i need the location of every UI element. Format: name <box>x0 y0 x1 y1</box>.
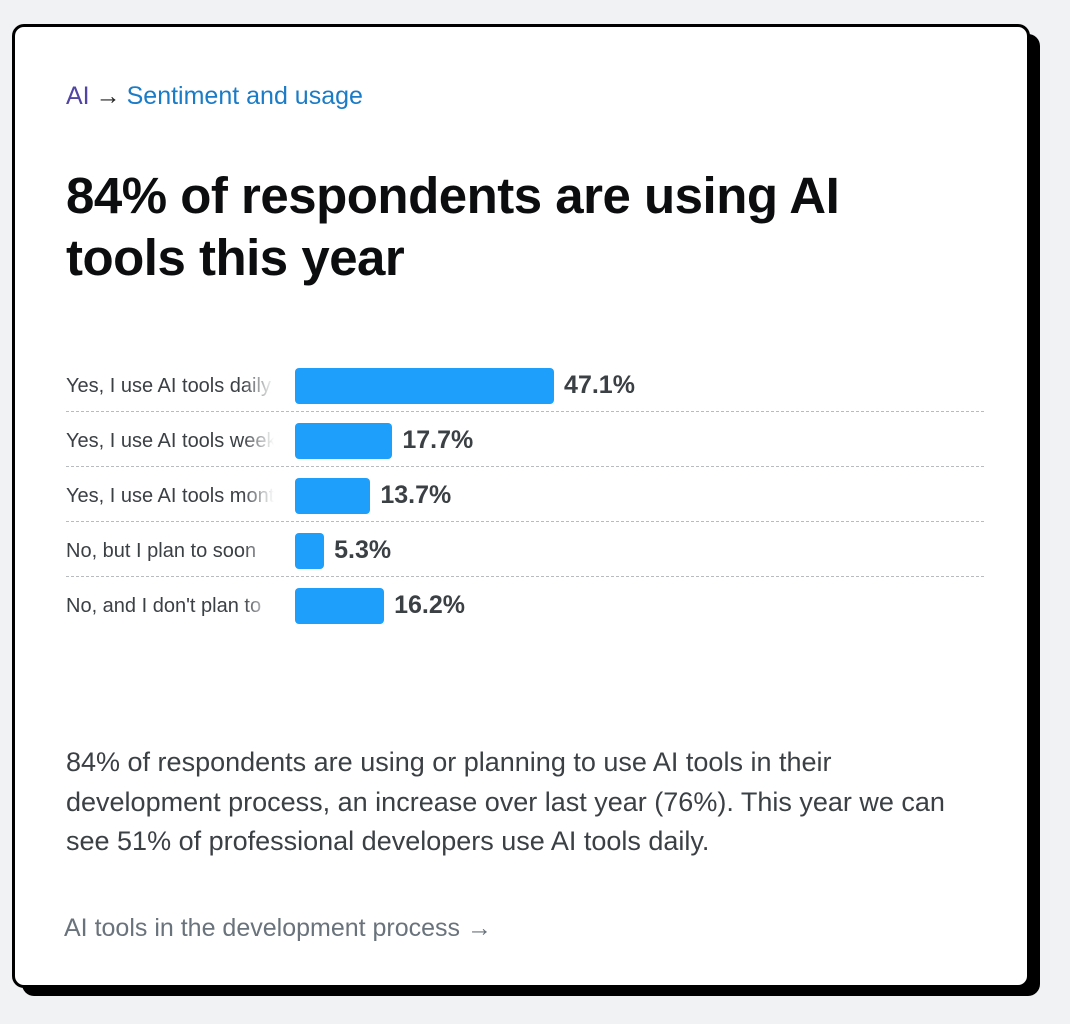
survey-card: AI → Sentiment and usage 84% of respondent… <box>12 24 1030 988</box>
page-title: 84% of respondents are using AI tools th… <box>66 167 840 286</box>
breadcrumb: AI → Sentiment and usage <box>66 82 363 111</box>
chart-value-label: 17.7% <box>402 426 474 454</box>
chart-category-label: Yes, I use AI tools daily <box>66 375 271 397</box>
chart-category-label: Yes, I use AI tools monthly or infrequen… <box>66 485 274 507</box>
chart-bar <box>295 533 325 569</box>
usage-bar-chart: Yes, I use AI tools daily 47.1% Yes, I use… <box>66 357 984 632</box>
breadcrumb-arrow-icon: → <box>95 82 121 110</box>
chart-value-label: 13.7% <box>380 481 452 509</box>
chart-value-label: 5.3% <box>334 536 392 564</box>
chart-row: No, but I plan to soon 5.3% <box>66 522 984 577</box>
chart-bar <box>295 423 393 459</box>
chart-category-label: Yes, I use AI tools weekly <box>66 430 274 452</box>
description-text: 84% of respondents are using or planning… <box>66 747 945 856</box>
chart-bar <box>295 588 385 624</box>
chart-category-label: No, but I plan to soon <box>66 540 257 562</box>
chart-row: Yes, I use AI tools weekly 17.7% <box>66 412 984 467</box>
breadcrumb-link-sentiment[interactable]: Sentiment and usage <box>126 82 363 110</box>
chart-value-label: 47.1% <box>564 371 635 399</box>
chart-row: No, and I don't plan to 16.2% <box>66 577 984 632</box>
chart-row: Yes, I use AI tools monthly or infrequen… <box>66 467 984 522</box>
breadcrumb-link-ai[interactable]: AI <box>66 82 90 110</box>
next-section-link[interactable]: AI tools in the development process → <box>64 914 493 942</box>
chart-category-label: No, and I don't plan to <box>66 595 262 617</box>
chart-row: Yes, I use AI tools daily 47.1% <box>66 357 984 412</box>
chart-bar <box>295 368 555 404</box>
chart-bar <box>295 478 371 514</box>
chart-value-label: 16.2% <box>394 591 465 619</box>
